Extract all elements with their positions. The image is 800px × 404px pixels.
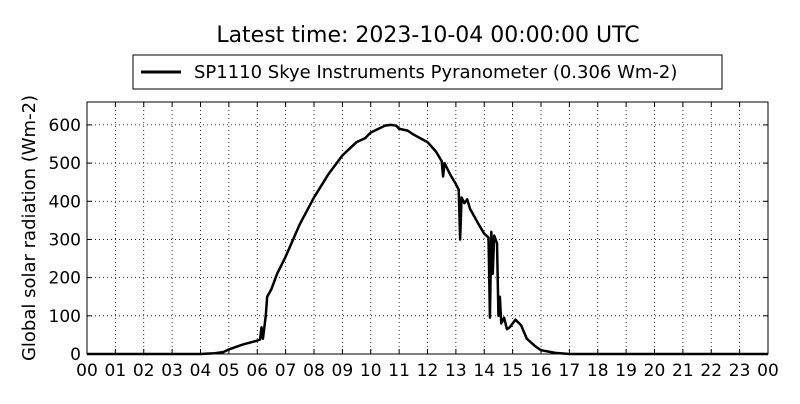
y-tick-label: 400 (49, 192, 81, 212)
x-tick-label: 04 (190, 361, 212, 381)
y-tick-label: 100 (49, 307, 81, 327)
x-tick-label: 06 (246, 361, 268, 381)
y-tick-label: 300 (49, 230, 81, 250)
legend-label: SP1110 Skye Instruments Pyranometer (0.3… (194, 62, 677, 83)
y-tick-label: 500 (49, 154, 81, 174)
data-line (87, 123, 768, 356)
x-tick-label: 16 (530, 361, 552, 381)
y-axis-label: Global solar radiation (Wm-2) (19, 95, 40, 361)
x-tick-label: 19 (615, 361, 637, 381)
legend: SP1110 Skye Instruments Pyranometer (0.3… (132, 54, 723, 90)
legend-box (132, 54, 723, 90)
x-tick-label: 10 (360, 361, 382, 381)
x-tick-label: 14 (473, 361, 495, 381)
x-tick-label: 01 (105, 361, 127, 381)
x-tick-label: 22 (700, 361, 722, 381)
x-tick-label: 11 (388, 361, 410, 381)
x-tick-label: 15 (502, 361, 524, 381)
y-tick-label: 200 (49, 269, 81, 289)
y-tick-label: 600 (49, 116, 81, 136)
x-tick-label: 12 (417, 361, 439, 381)
x-tick-label: 17 (559, 361, 581, 381)
y-tick-label: 0 (70, 345, 81, 365)
plot-frame (86, 101, 769, 355)
x-tick-label: 07 (275, 361, 297, 381)
x-tick-label: 23 (729, 361, 751, 381)
x-tick-label: 09 (332, 361, 354, 381)
x-tick-label: 21 (672, 361, 694, 381)
x-tick-label: 05 (218, 361, 240, 381)
x-tick-label: 20 (644, 361, 666, 381)
chart-title: Latest time: 2023-10-04 00:00:00 UTC (216, 23, 639, 48)
x-tick-label: 03 (161, 361, 183, 381)
x-tick-label: 00 (757, 361, 779, 381)
x-tick-label: 00 (76, 361, 98, 381)
x-tick-label: 08 (303, 361, 325, 381)
x-tick-label: 13 (445, 361, 467, 381)
x-tick-label: 02 (133, 361, 155, 381)
x-tick-label: 18 (587, 361, 609, 381)
